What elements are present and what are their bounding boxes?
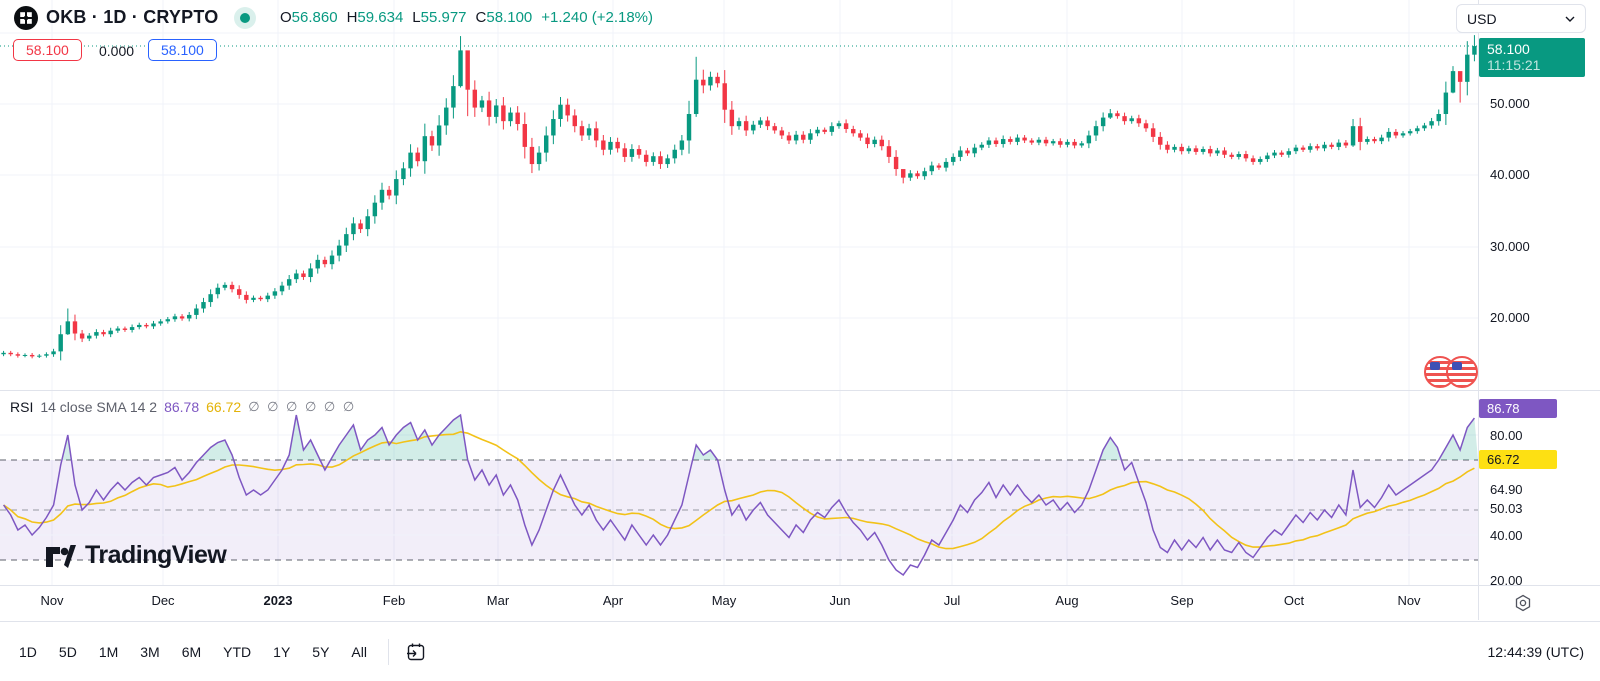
range-button-1m[interactable]: 1M <box>98 644 119 660</box>
rsi-params: 14 close SMA 14 2 <box>40 399 158 415</box>
time-axis-label: Oct <box>1283 593 1305 608</box>
okb-logo-icon <box>14 6 38 30</box>
axis-separator <box>1478 0 1479 620</box>
chart-legend-bar: OKB · 1D · CRYPTO O56.860 H59.634 L55.97… <box>0 0 1600 36</box>
tradingview-watermark[interactable]: TradingView <box>46 541 227 570</box>
pane-separator[interactable] <box>0 390 1600 391</box>
tradingview-logo-text: TradingView <box>85 541 227 569</box>
rsi-name: RSI <box>10 399 34 415</box>
price-axis-tick: 30.000 <box>1490 239 1530 254</box>
utc-clock[interactable]: 12:44:39 (UTC) <box>1487 644 1584 660</box>
rsi-sma-value-badge: 66.72 <box>1479 450 1557 469</box>
range-button-all[interactable]: All <box>351 644 367 660</box>
goto-date-button[interactable] <box>399 637 433 667</box>
range-button-1y[interactable]: 1Y <box>273 644 291 660</box>
time-axis-separator <box>0 585 1600 586</box>
rsi-value-badge: 86.78 <box>1479 399 1557 418</box>
range-button-ytd[interactable]: YTD <box>223 644 252 660</box>
bottom-toolbar: 1D 5D 1M 3M 6M YTD 1Y 5Y All 12:44:39 (UTC) <box>0 621 1600 681</box>
tradingview-logo-icon <box>46 544 76 568</box>
price-axis-tick: 40.000 <box>1490 167 1530 182</box>
range-button-5d[interactable]: 5D <box>58 644 77 660</box>
rsi-indicator-legend[interactable]: RSI 14 close SMA 14 2 86.78 66.72 ∅ ∅ ∅ … <box>10 399 356 415</box>
rsi-axis-tick: 20.00 <box>1490 573 1523 588</box>
rsi-axis-tick: 40.00 <box>1490 528 1523 543</box>
chevron-down-icon <box>1565 16 1575 22</box>
time-axis-label: May <box>711 593 737 608</box>
change-readout: +1.240 (+2.18%) <box>541 9 654 26</box>
rsi-sma-value: 66.72 <box>206 399 242 415</box>
time-axis-label: Feb <box>382 593 406 608</box>
market-open-dot <box>240 13 250 23</box>
current-price-value: 58.100 <box>1487 41 1530 57</box>
toolbar-divider <box>387 639 389 665</box>
price-chart-canvas[interactable] <box>0 0 1478 585</box>
current-price-badge: 58.100 11:15:21 <box>1479 38 1585 77</box>
time-axis-label: Dec <box>151 593 175 608</box>
time-axis-label: Apr <box>602 593 624 608</box>
bar-countdown: 11:15:21 <box>1487 57 1541 73</box>
ohlc-open: O56.860 <box>280 9 338 26</box>
rsi-axis-tick: 64.90 <box>1490 482 1523 497</box>
rsi-extra-values: ∅ ∅ ∅ ∅ ∅ ∅ <box>248 399 357 414</box>
price-axis-tick: 50.000 <box>1490 96 1530 111</box>
time-axis-label: Jul <box>943 593 961 608</box>
time-axis-label: Nov <box>40 593 64 608</box>
market-status-icon[interactable] <box>234 7 256 29</box>
currency-dropdown[interactable]: USD <box>1456 4 1586 33</box>
range-button-6m[interactable]: 6M <box>181 644 202 660</box>
tracking-price-label[interactable]: 58.100 <box>148 39 217 61</box>
price-axis-tick: 20.000 <box>1490 310 1530 325</box>
range-button-1d[interactable]: 1D <box>19 644 37 660</box>
ohlc-high: H59.634 <box>346 9 404 26</box>
time-axis-label: Aug <box>1055 593 1079 608</box>
calendar-goto-icon <box>406 643 425 661</box>
ohlc-low: L55.977 <box>412 9 467 26</box>
range-button-5y[interactable]: 5Y <box>312 644 330 660</box>
time-axis-label: Sep <box>1170 593 1194 608</box>
time-axis-label: 2023 <box>263 593 293 608</box>
time-axis-label: Nov <box>1397 593 1421 608</box>
rsi-value: 86.78 <box>164 399 200 415</box>
zero-label: 0.000 <box>99 43 135 59</box>
symbol-title[interactable]: OKB · 1D · CRYPTO <box>46 7 219 27</box>
rsi-axis-tick: 50.03 <box>1490 501 1523 516</box>
time-axis-label: Jun <box>829 593 851 608</box>
us-flag-icon <box>1446 356 1478 388</box>
ohlc-close: C58.100 <box>475 9 533 26</box>
gear-icon[interactable] <box>1510 591 1536 615</box>
market-flags[interactable] <box>1424 356 1486 388</box>
rsi-axis-tick: 80.00 <box>1490 428 1523 443</box>
time-axis-label: Mar <box>486 593 510 608</box>
currency-value: USD <box>1467 10 1497 27</box>
high-price-label[interactable]: 58.100 <box>13 39 82 61</box>
ohlc-readout: O56.860 H59.634 L55.977 C58.100 +1.240 (… <box>280 9 653 26</box>
range-button-3m[interactable]: 3M <box>140 644 160 660</box>
range-buttons: 1D 5D 1M 3M 6M YTD 1Y 5Y All <box>0 638 378 666</box>
